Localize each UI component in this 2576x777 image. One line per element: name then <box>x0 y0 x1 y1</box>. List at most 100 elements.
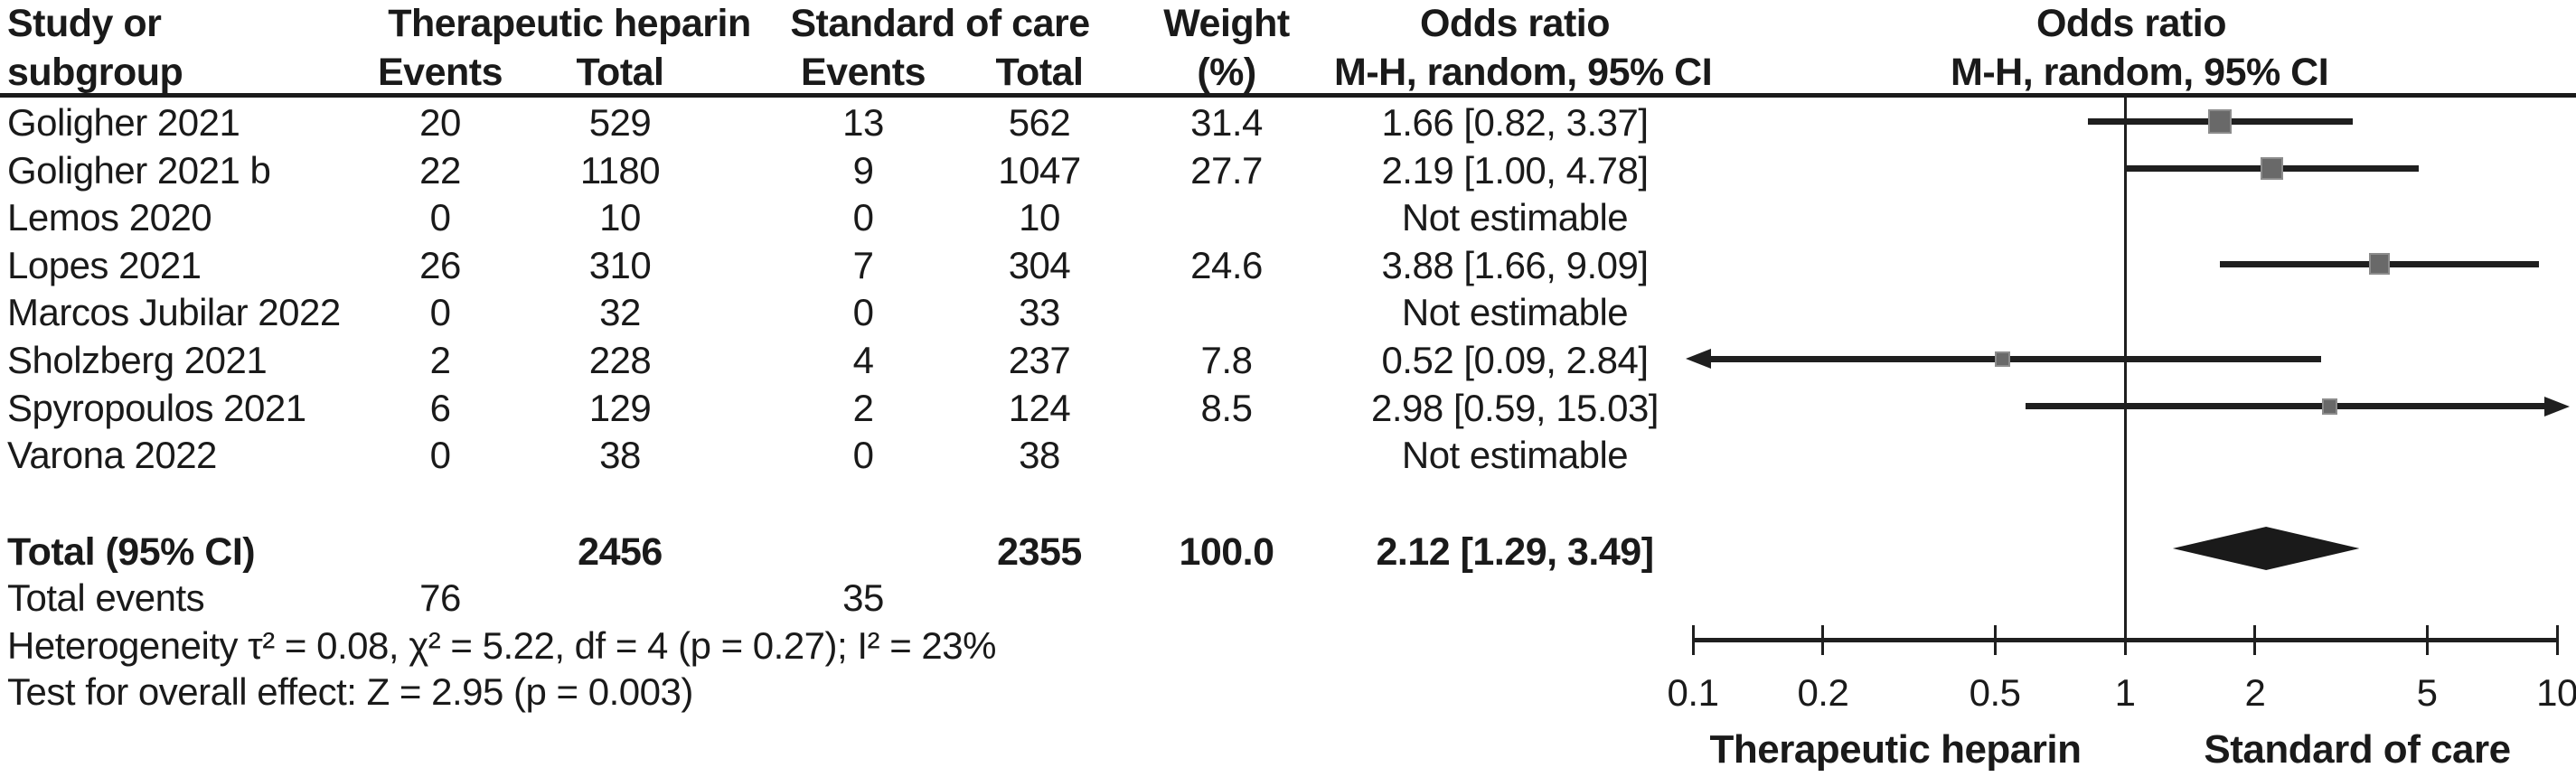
soc-total: 304 <box>1008 243 1071 286</box>
or-square <box>2321 398 2338 415</box>
th-events: 2 <box>429 338 451 381</box>
overall-effect-note: Test for overall effect: Z = 2.95 (p = 0… <box>7 670 693 713</box>
th-total: 529 <box>588 101 652 144</box>
soc-events: 13 <box>842 101 884 144</box>
header-th-events: Events <box>377 51 503 94</box>
th-events: 0 <box>429 291 451 334</box>
total-weight: 100.0 <box>1179 530 1274 574</box>
weight: 8.5 <box>1200 386 1253 429</box>
study-name: Lemos 2020 <box>7 196 212 239</box>
header-study-line2: subgroup <box>7 51 183 94</box>
total-events-th: 76 <box>419 576 461 619</box>
study-name: Varona 2022 <box>7 434 217 477</box>
table-row: Goligher 2021 b 22 1180 9 1047 27.7 2.19… <box>0 147 2576 195</box>
total-label: Total (95% CI) <box>7 530 256 574</box>
weight: 7.8 <box>1200 338 1253 381</box>
axis-right-label: Standard of care <box>2204 727 2511 772</box>
or-ci-text: Not estimable <box>1401 291 1629 334</box>
weight: 27.7 <box>1190 148 1263 192</box>
th-events: 6 <box>429 386 451 429</box>
or-square <box>2368 253 2391 275</box>
soc-events: 0 <box>852 434 874 477</box>
axis-tick-label: 5 <box>2416 671 2438 714</box>
header-rule <box>0 93 2576 98</box>
total-or-ci-text: 2.12 [1.29, 3.49] <box>1376 530 1654 574</box>
axis-tick <box>2253 625 2257 655</box>
soc-events: 2 <box>852 386 874 429</box>
total-soc-total: 2355 <box>997 530 1082 574</box>
study-name: Marcos Jubilar 2022 <box>7 291 341 334</box>
header-plot-line1: Odds ratio <box>2035 2 2227 45</box>
or-ci-text: 0.52 [0.09, 2.84] <box>1381 338 1649 381</box>
or-ci-text: 2.19 [1.00, 4.78] <box>1381 148 1649 192</box>
axis-tick-label: 0.5 <box>1969 671 2021 714</box>
header-or-line1: Odds ratio <box>1419 2 1611 45</box>
study-name: Goligher 2021 b <box>7 148 271 192</box>
table-row: Goligher 2021 20 529 13 562 31.4 1.66 [0… <box>0 99 2576 147</box>
table-row: Varona 2022 0 38 0 38 Not estimable <box>0 432 2576 480</box>
or-ci-text: Not estimable <box>1401 434 1629 477</box>
soc-events: 9 <box>852 148 874 192</box>
axis-tick <box>2123 625 2127 655</box>
axis-tick <box>1691 625 1695 655</box>
th-events: 0 <box>429 434 451 477</box>
soc-events: 0 <box>852 291 874 334</box>
header-plot-line2: M-H, random, 95% CI <box>1951 51 2329 94</box>
soc-events: 7 <box>852 243 874 286</box>
th-total: 310 <box>588 243 652 286</box>
or-ci-text: 3.88 [1.66, 9.09] <box>1381 243 1649 286</box>
axis-tick-label: 10 <box>2536 671 2576 714</box>
soc-total: 1047 <box>998 148 1081 192</box>
th-total: 32 <box>599 291 641 334</box>
table-row: Lemos 2020 0 10 0 10 Not estimable <box>0 194 2576 242</box>
ci-arrow-right-icon <box>2544 396 2570 417</box>
total-events-soc: 35 <box>842 576 884 619</box>
axis-tick-label: 2 <box>2244 671 2266 714</box>
study-rows: Goligher 2021 20 529 13 562 31.4 1.66 [0… <box>0 99 2576 480</box>
soc-events: 4 <box>852 338 874 381</box>
header-weight-line1: Weight <box>1163 2 1290 45</box>
axis-tick <box>2555 625 2559 655</box>
soc-total: 10 <box>1019 196 1060 239</box>
th-events: 26 <box>419 243 461 286</box>
header-soc-total: Total <box>995 51 1084 94</box>
study-name: Spyropoulos 2021 <box>7 386 306 429</box>
null-effect-line <box>2123 95 2127 641</box>
axis-tick <box>1821 625 1825 655</box>
total-th-total: 2456 <box>578 530 663 574</box>
or-ci-text: 2.98 [0.59, 15.03] <box>1371 386 1659 429</box>
header-weight-line2: (%) <box>1197 51 1256 94</box>
th-total: 10 <box>599 196 641 239</box>
study-name: Lopes 2021 <box>7 243 202 286</box>
or-square <box>2207 109 2233 134</box>
or-square <box>1994 351 2010 367</box>
th-events: 20 <box>419 101 461 144</box>
table-row: Marcos Jubilar 2022 0 32 0 33 Not estima… <box>0 289 2576 337</box>
or-ci-text: 1.66 [0.82, 3.37] <box>1381 101 1649 144</box>
axis-tick <box>1993 625 1997 655</box>
th-total: 38 <box>599 434 641 477</box>
table-row: Lopes 2021 26 310 7 304 24.6 3.88 [1.66,… <box>0 242 2576 290</box>
total-row: Total (95% CI) 2456 2355 100.0 2.12 [1.2… <box>0 529 2576 576</box>
weight: 31.4 <box>1190 101 1263 144</box>
th-events: 0 <box>429 196 451 239</box>
axis-tick-label: 0.2 <box>1797 671 1849 714</box>
study-name: Goligher 2021 <box>7 101 240 144</box>
th-events: 22 <box>419 148 461 192</box>
or-ci-text: Not estimable <box>1401 196 1629 239</box>
soc-events: 0 <box>852 196 874 239</box>
header-th-total: Total <box>576 51 664 94</box>
study-name: Sholzberg 2021 <box>7 338 268 381</box>
or-square <box>2261 157 2284 181</box>
weight: 24.6 <box>1190 243 1263 286</box>
heterogeneity-note: Heterogeneity τ² = 0.08, χ² = 5.22, df =… <box>7 624 996 667</box>
axis-tick-label: 0.1 <box>1667 671 1719 714</box>
header-group-therapeutic: Therapeutic heparin <box>388 2 751 45</box>
table-row: Sholzberg 2021 2 228 4 237 7.8 0.52 [0.0… <box>0 337 2576 385</box>
ci-line <box>2026 403 2546 410</box>
axis-tick-label: 1 <box>2114 671 2136 714</box>
soc-total: 562 <box>1008 101 1071 144</box>
header-or-line2: M-H, random, 95% CI <box>1334 51 1713 94</box>
total-events-label: Total events <box>7 576 205 619</box>
